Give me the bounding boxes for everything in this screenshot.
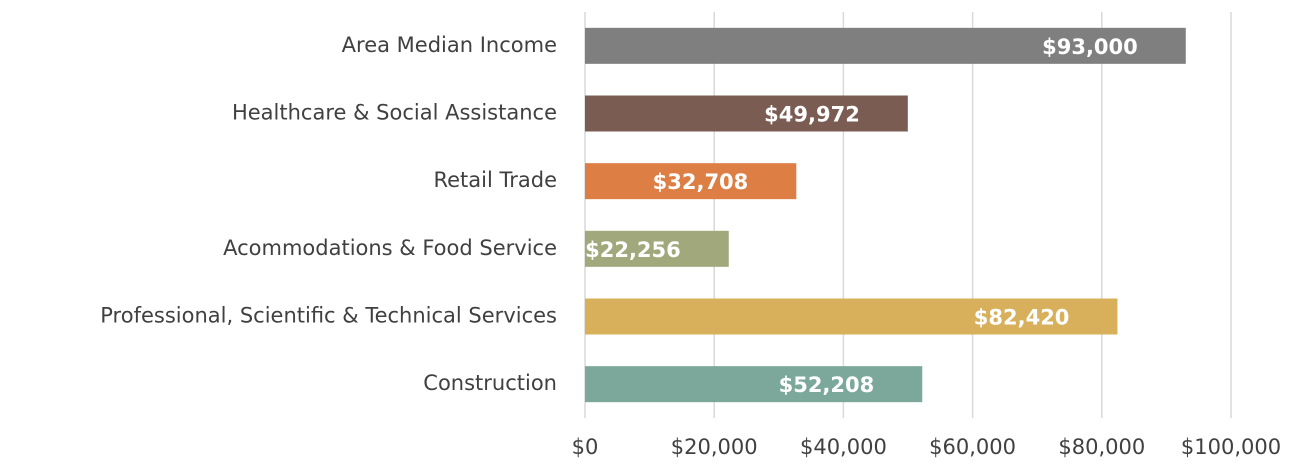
bar: [585, 27, 1186, 64]
category-label: Area Median Income: [342, 33, 557, 57]
category-label: Healthcare & Social Assistance: [232, 101, 557, 125]
bar: [585, 163, 797, 200]
value-label: $82,420: [974, 306, 1070, 330]
x-tick-label: $100,000: [1181, 435, 1281, 459]
value-label: $52,208: [779, 373, 875, 397]
category-label: Acommodations & Food Service: [223, 236, 557, 260]
value-label: $49,972: [764, 103, 860, 127]
value-label: $32,708: [653, 170, 749, 194]
x-tick-label: $80,000: [1058, 435, 1145, 459]
value-label: $93,000: [1042, 35, 1138, 59]
value-label: $22,256: [585, 238, 681, 262]
category-label: Retail Trade: [433, 168, 557, 192]
bar: [585, 298, 1118, 335]
bar: [585, 366, 923, 403]
x-tick-label: $60,000: [929, 435, 1016, 459]
x-tick-label: $0: [572, 435, 599, 459]
bar: [585, 95, 908, 132]
category-label: Professional, Scientific & Technical Ser…: [100, 304, 557, 328]
x-tick-label: $20,000: [671, 435, 758, 459]
category-label: Construction: [423, 371, 557, 395]
bar: [585, 230, 729, 267]
x-tick-label: $40,000: [800, 435, 887, 459]
